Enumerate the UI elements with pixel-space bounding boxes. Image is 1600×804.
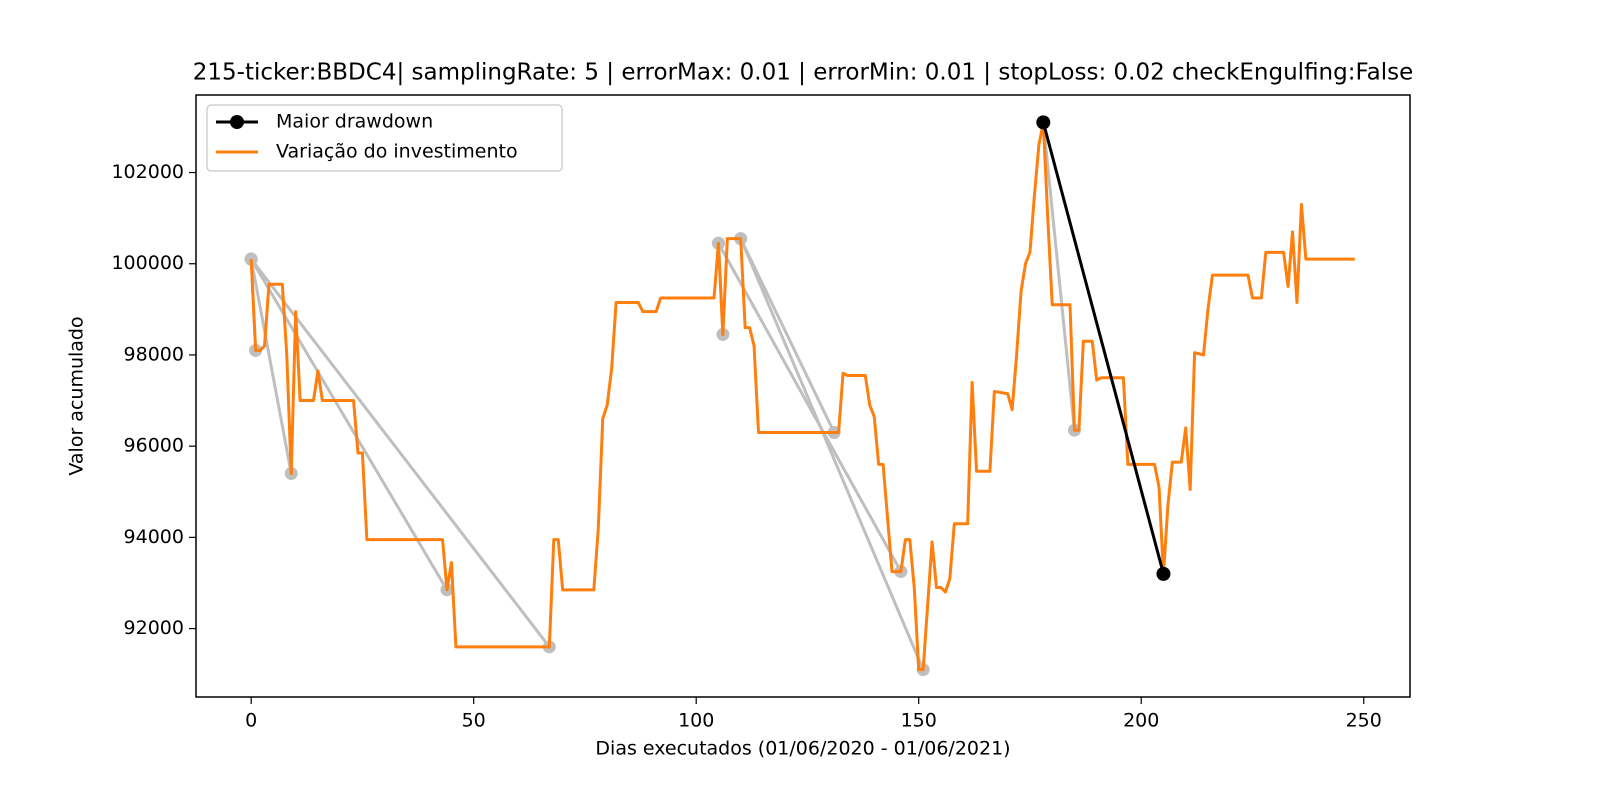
drawdown-line [739, 238, 925, 671]
series-point [1156, 566, 1171, 581]
series-point [1036, 115, 1051, 130]
series-line [1041, 121, 1165, 575]
x-tick-label: 100 [678, 710, 714, 732]
x-tick-label: 50 [462, 710, 486, 732]
x-tick-label: 200 [1123, 710, 1159, 732]
drawdown-line [249, 258, 293, 474]
y-tick-label: 100000 [111, 252, 184, 274]
series-line [249, 120, 1355, 672]
y-axis-label: Valor acumulado [66, 316, 88, 475]
legend-marker [230, 115, 244, 129]
x-axis-label: Dias executados (01/06/2020 - 01/06/2021… [595, 738, 1010, 760]
y-tick-label: 92000 [124, 617, 184, 639]
drawdown-line [739, 238, 836, 434]
y-tick-label: 96000 [124, 435, 184, 457]
drawdown-line [1041, 122, 1076, 431]
legend-label: Maior drawdown [276, 111, 433, 133]
plot-frame [195, 94, 1411, 698]
x-tick-label: 0 [245, 710, 257, 732]
legend-box [206, 104, 563, 172]
y-tick-label: 94000 [124, 526, 184, 548]
x-tick-label: 250 [1346, 710, 1382, 732]
legend-label: Variação do investimento [276, 141, 518, 163]
y-tick-label: 102000 [111, 161, 184, 183]
chart-title: 215-ticker:BBDC4| samplingRate: 5 | erro… [193, 60, 1413, 86]
drawdown-line [249, 258, 551, 648]
x-tick-label: 150 [901, 710, 937, 732]
drawdown-line [717, 242, 903, 573]
y-tick-label: 98000 [124, 343, 184, 365]
